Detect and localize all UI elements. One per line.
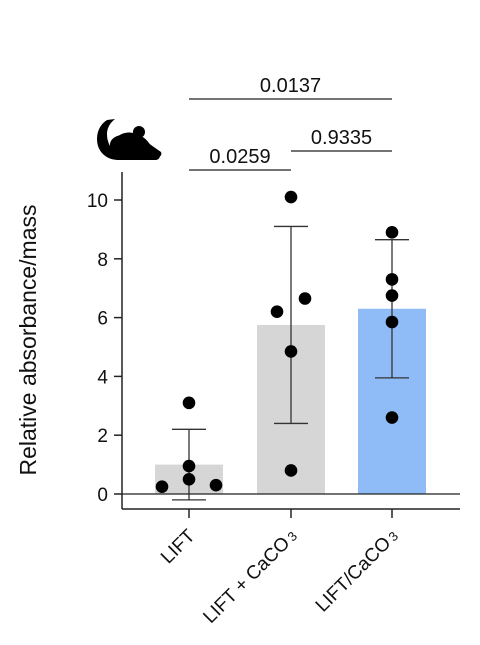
x-tick-label: LIFT + CaCO3 — [199, 526, 301, 628]
data-point — [385, 315, 399, 329]
y-tick-label: 2 — [97, 426, 108, 447]
y-tick-label: 6 — [97, 309, 108, 330]
y-tick-label: 10 — [87, 191, 108, 212]
data-point — [270, 305, 284, 319]
data-point — [182, 459, 196, 473]
data-point — [284, 190, 298, 204]
data-point — [385, 226, 399, 239]
p-value-label: 0.9335 — [311, 127, 372, 149]
p-value-label: 0.0259 — [209, 146, 270, 168]
data-point — [209, 478, 223, 492]
x-tick-label: LIFT — [157, 525, 200, 568]
data-point — [284, 345, 298, 358]
data-point — [298, 292, 312, 305]
data-point — [385, 273, 399, 286]
x-tick-label: LIFT/CaCO3 — [312, 526, 403, 617]
data-point — [385, 411, 399, 424]
y-axis-label: Relative absorbance/mass — [15, 204, 41, 475]
data-point — [284, 464, 298, 477]
data-point — [182, 473, 196, 486]
mouse-icon — [97, 119, 162, 160]
p-value-label: 0.0137 — [260, 75, 321, 97]
y-tick-label: 4 — [97, 367, 108, 388]
y-tick-label: 8 — [97, 250, 108, 271]
data-point — [155, 480, 169, 493]
data-point — [182, 396, 196, 410]
y-tick-label: 0 — [97, 485, 108, 506]
data-point — [385, 289, 399, 302]
